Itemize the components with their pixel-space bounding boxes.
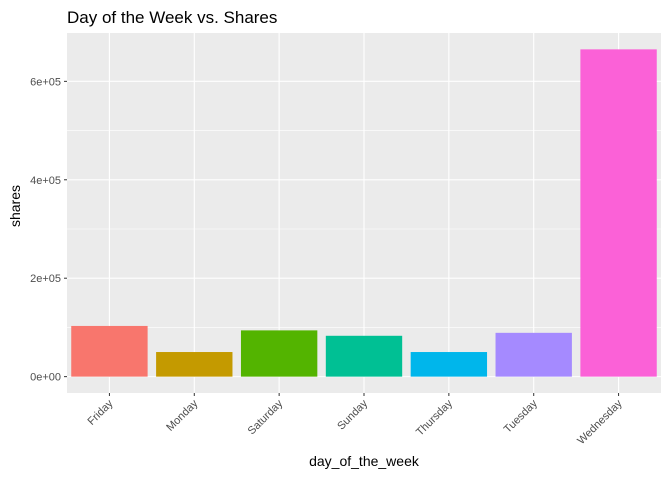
x-axis-title: day_of_the_week [309,453,420,469]
bar-sunday [325,335,403,377]
bar-thursday [410,352,488,377]
y-tick-label: 2e+05 [30,273,61,285]
y-axis-title: shares [7,185,23,227]
y-tick-label: 4e+05 [30,175,61,187]
bar-saturday [240,330,318,377]
bar-monday [156,352,233,377]
y-tick-label: 6e+05 [30,76,61,88]
bar-friday [71,325,148,377]
chart-title: Day of the Week vs. Shares [67,8,277,27]
bars [71,49,657,377]
bar-wednesday [580,49,657,377]
bar-tuesday [495,332,572,377]
y-axis: 0e+00 2e+05 4e+05 6e+05 [30,76,67,384]
y-tick-label: 0e+00 [30,372,61,384]
